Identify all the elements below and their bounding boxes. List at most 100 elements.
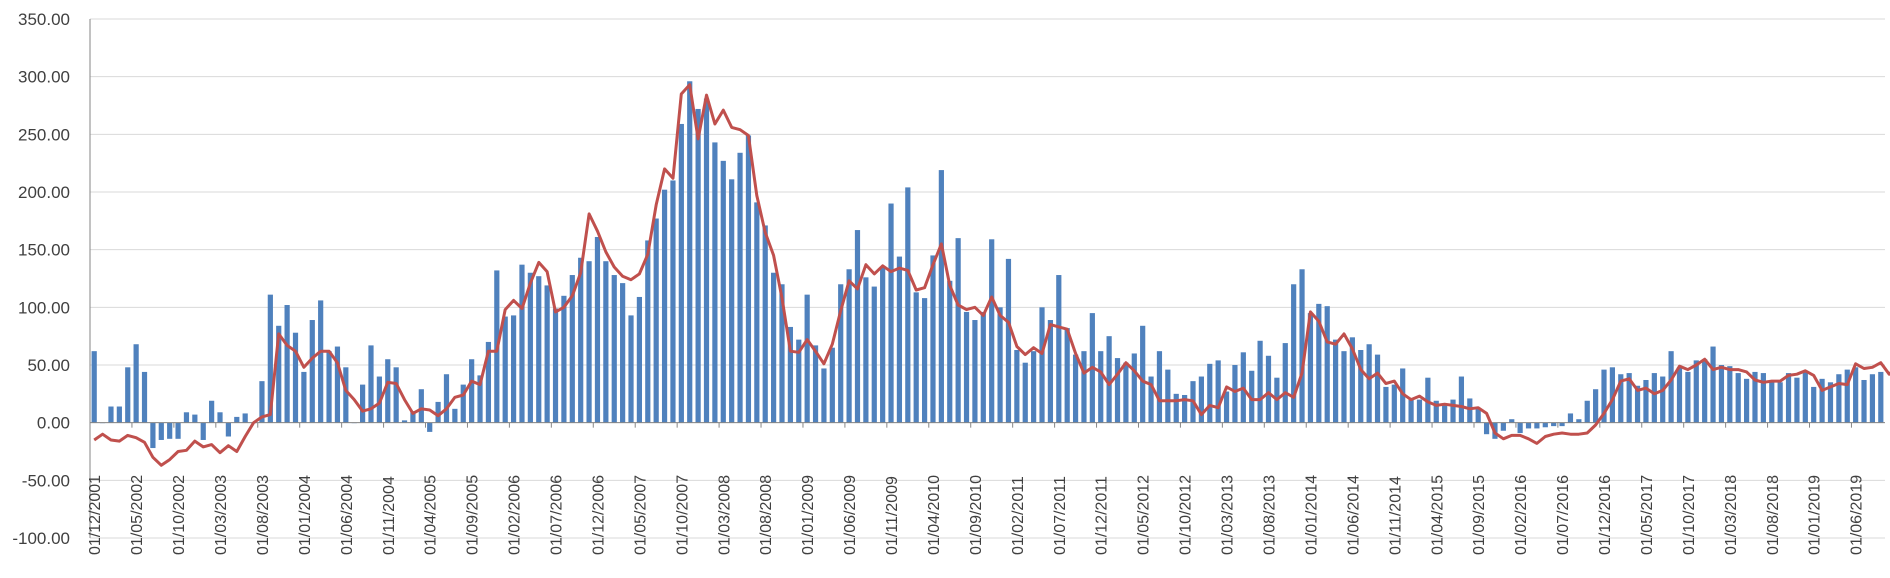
- bar: [1433, 400, 1439, 423]
- y-tick-label: 200.00: [18, 183, 70, 202]
- bar: [955, 238, 961, 423]
- bar: [360, 384, 366, 423]
- bar: [661, 189, 668, 423]
- bar: [309, 320, 315, 423]
- bar: [620, 283, 626, 423]
- bar: [963, 311, 970, 423]
- x-tick-label: 01/08/2008: [758, 475, 775, 555]
- line-series: [93, 83, 1890, 467]
- bar: [536, 276, 542, 423]
- x-tick-label: 01/04/2010: [926, 475, 943, 555]
- bar: [276, 325, 282, 423]
- bar: [603, 261, 609, 423]
- bar: [469, 359, 475, 423]
- bar: [561, 295, 567, 423]
- bar: [1534, 422, 1540, 429]
- bar: [1173, 393, 1179, 423]
- bar: [737, 152, 743, 423]
- x-tick-label: 01/04/2005: [423, 475, 440, 555]
- bar: [687, 81, 693, 423]
- bar: [670, 180, 676, 423]
- bar: [1567, 413, 1574, 423]
- bar: [586, 261, 592, 423]
- bar: [1081, 351, 1087, 423]
- bar: [1836, 374, 1842, 423]
- y-tick-label: 350.00: [18, 10, 70, 29]
- bar: [209, 400, 215, 423]
- y-tick-label: 50.00: [27, 356, 70, 375]
- bar: [1408, 399, 1414, 423]
- bar: [1207, 363, 1213, 423]
- bar: [125, 367, 131, 423]
- bar: [368, 345, 374, 423]
- bar: [1316, 303, 1322, 423]
- bar: [1593, 389, 1599, 423]
- bar: [804, 294, 810, 423]
- bar: [1341, 351, 1347, 423]
- bar: [812, 345, 819, 423]
- x-tick-label: 01/03/2008: [716, 475, 733, 555]
- bar: [796, 339, 802, 423]
- bar: [1551, 422, 1557, 427]
- bar: [418, 389, 424, 423]
- x-tick-label: 01/05/2012: [1136, 475, 1153, 555]
- bar: [1819, 378, 1825, 423]
- bar: [1685, 371, 1691, 423]
- bar: [821, 368, 827, 423]
- bar: [779, 284, 785, 423]
- y-tick-label: 100.00: [18, 298, 70, 317]
- x-tick-label: 01/06/2019: [1849, 475, 1866, 555]
- bar: [1215, 360, 1221, 423]
- bar: [1525, 422, 1532, 429]
- x-tick-label: 01/01/2009: [800, 475, 817, 555]
- bar: [905, 187, 911, 423]
- bar: [1383, 386, 1389, 423]
- bar: [1827, 382, 1834, 423]
- y-axis-tick-labels: 350.00 300.00 250.00 200.00 150.00 100.00 50.0…: [12, 10, 70, 548]
- bar: [1517, 422, 1523, 434]
- x-tick-label: 01/11/2009: [884, 476, 901, 555]
- bar: [1752, 371, 1758, 423]
- bar: [1626, 373, 1632, 423]
- x-tick-label: 01/12/2016: [1597, 475, 1614, 555]
- bar: [636, 296, 643, 423]
- bar: [510, 315, 517, 423]
- bar: [1022, 362, 1028, 423]
- y-tick-label: -100.00: [12, 529, 70, 548]
- bar: [888, 203, 894, 423]
- bar: [326, 351, 332, 423]
- bar: [1458, 376, 1465, 423]
- bar: [1651, 373, 1657, 423]
- bar: [1131, 353, 1137, 423]
- bar: [1584, 400, 1590, 423]
- x-tick-label: 01/09/2015: [1471, 475, 1488, 555]
- x-tick-label: 01/05/2007: [632, 475, 649, 555]
- bar: [863, 277, 869, 423]
- bar: [1265, 355, 1272, 423]
- bar: [183, 412, 190, 423]
- bar: [1853, 367, 1859, 423]
- bar: [1509, 419, 1515, 423]
- x-tick-label: 01/10/2012: [1178, 475, 1195, 555]
- bar: [712, 142, 718, 423]
- bar: [611, 275, 617, 423]
- x-tick-label: 01/02/2006: [507, 475, 524, 555]
- bar: [1374, 354, 1381, 423]
- bar: [1072, 354, 1079, 423]
- bar: [133, 344, 139, 423]
- x-axis-tick-labels: 01/12/2001 01/05/2002 01/10/2002 01/03/2003…: [87, 475, 1865, 555]
- bar: [1358, 350, 1364, 423]
- bar: [1634, 385, 1641, 423]
- bar: [1282, 343, 1288, 423]
- bar: [1056, 275, 1062, 423]
- bar: [427, 422, 433, 432]
- bar: [234, 416, 240, 423]
- bar: [1702, 359, 1708, 423]
- x-tick-label: 01/07/2011: [1052, 476, 1069, 555]
- bar: [678, 123, 684, 423]
- bar: [1735, 373, 1741, 423]
- bar: [343, 367, 349, 423]
- bar: [1064, 328, 1070, 423]
- x-tick-label: 01/01/2014: [1303, 475, 1320, 555]
- bar: [569, 275, 575, 423]
